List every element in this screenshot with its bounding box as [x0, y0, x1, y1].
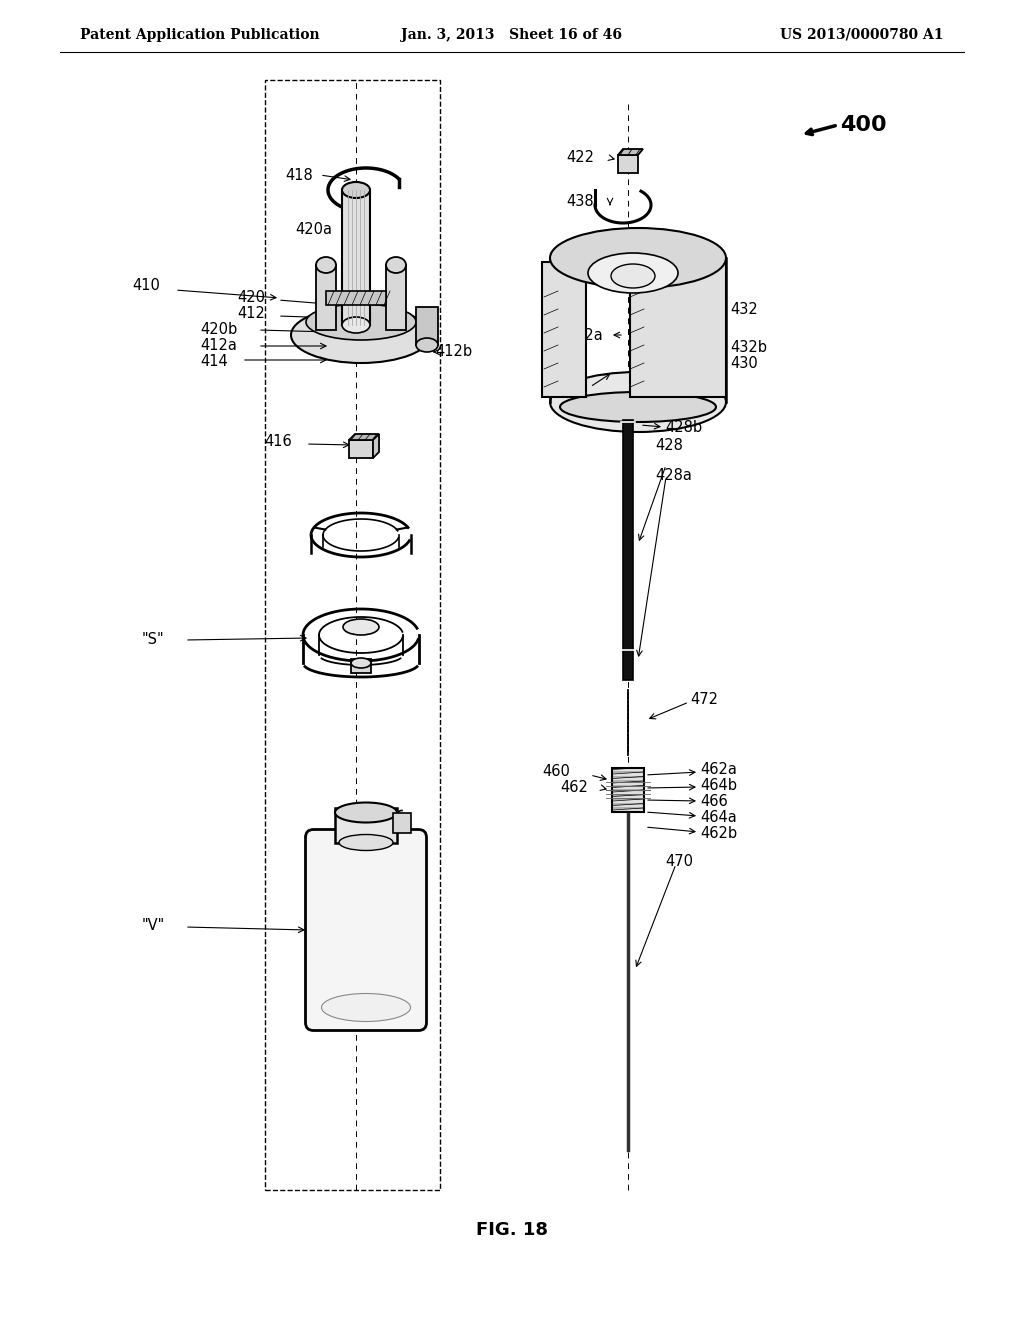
- Text: 420b: 420b: [200, 322, 238, 338]
- Text: 412b: 412b: [435, 345, 472, 359]
- Bar: [351, 659, 371, 673]
- Text: 462b: 462b: [700, 826, 737, 842]
- Polygon shape: [373, 434, 379, 458]
- Bar: [612, 768, 644, 812]
- Text: 464a: 464a: [700, 810, 736, 825]
- Ellipse shape: [335, 803, 397, 822]
- Text: 466: 466: [700, 795, 728, 809]
- Text: 428: 428: [655, 437, 683, 453]
- Text: 440: 440: [553, 383, 581, 397]
- Bar: [335, 808, 397, 842]
- Text: 432a: 432a: [566, 327, 603, 342]
- Bar: [265, 81, 440, 1191]
- Bar: [349, 440, 373, 458]
- Ellipse shape: [386, 257, 406, 273]
- Ellipse shape: [550, 228, 726, 288]
- Ellipse shape: [351, 657, 371, 668]
- Text: 430: 430: [730, 356, 758, 371]
- Bar: [618, 154, 638, 173]
- Ellipse shape: [611, 264, 655, 288]
- Bar: [630, 261, 726, 397]
- Ellipse shape: [416, 338, 438, 352]
- Bar: [623, 420, 633, 680]
- Text: Jan. 3, 2013   Sheet 16 of 46: Jan. 3, 2013 Sheet 16 of 46: [401, 28, 623, 42]
- Text: FIG. 18: FIG. 18: [476, 1221, 548, 1239]
- Text: 422: 422: [566, 150, 594, 165]
- Bar: [416, 308, 438, 345]
- Text: 460: 460: [542, 764, 570, 780]
- Text: 418: 418: [285, 168, 312, 182]
- Text: 470: 470: [665, 854, 693, 870]
- Text: 428b: 428b: [665, 420, 702, 434]
- Text: 412: 412: [237, 306, 265, 322]
- Text: 414: 414: [200, 355, 227, 370]
- Text: 462a: 462a: [700, 763, 737, 777]
- Ellipse shape: [560, 392, 716, 422]
- Text: 400: 400: [840, 115, 887, 135]
- FancyBboxPatch shape: [305, 829, 427, 1031]
- Text: 472: 472: [690, 693, 718, 708]
- Text: Patent Application Publication: Patent Application Publication: [80, 28, 319, 42]
- Bar: [393, 813, 411, 833]
- Bar: [316, 265, 336, 330]
- Polygon shape: [618, 149, 643, 154]
- Ellipse shape: [322, 994, 411, 1022]
- Ellipse shape: [342, 317, 370, 333]
- Ellipse shape: [339, 834, 393, 850]
- Ellipse shape: [316, 257, 336, 273]
- Text: US 2013/0000780 A1: US 2013/0000780 A1: [780, 28, 944, 42]
- Text: 432b: 432b: [730, 341, 767, 355]
- Text: "S": "S": [142, 632, 165, 648]
- Text: 432: 432: [730, 302, 758, 318]
- Text: "V": "V": [142, 917, 165, 932]
- Text: 410: 410: [132, 277, 160, 293]
- Ellipse shape: [588, 253, 678, 293]
- Text: 416: 416: [264, 434, 292, 450]
- Bar: [326, 290, 386, 305]
- Text: 438: 438: [566, 194, 594, 210]
- Ellipse shape: [550, 372, 726, 432]
- Text: 420a: 420a: [295, 223, 332, 238]
- Text: 428a: 428a: [655, 467, 692, 483]
- Ellipse shape: [342, 182, 370, 198]
- Bar: [386, 265, 406, 330]
- Bar: [542, 261, 586, 397]
- Ellipse shape: [306, 304, 416, 341]
- Text: 434: 434: [678, 396, 706, 412]
- Polygon shape: [349, 434, 379, 440]
- Bar: [342, 190, 370, 325]
- Text: 412a: 412a: [200, 338, 237, 354]
- Text: 420: 420: [237, 290, 265, 305]
- Ellipse shape: [291, 308, 431, 363]
- Ellipse shape: [343, 619, 379, 635]
- Text: 464b: 464b: [700, 779, 737, 793]
- Text: 462: 462: [560, 780, 588, 795]
